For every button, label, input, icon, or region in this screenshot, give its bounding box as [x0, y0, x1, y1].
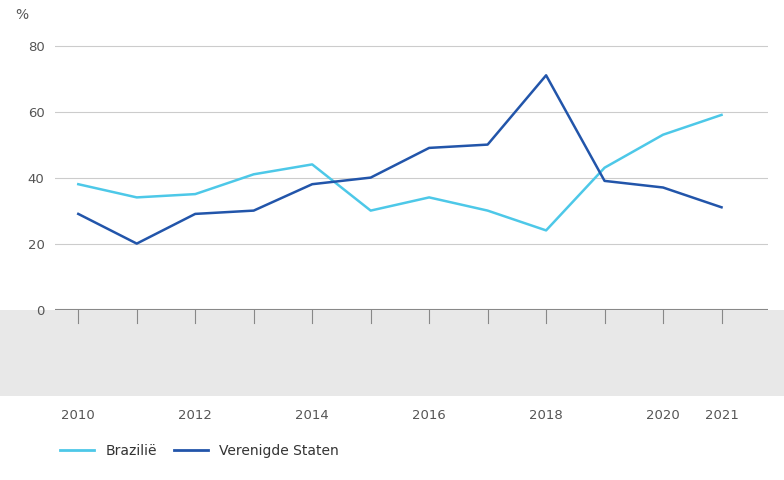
Text: %: %: [16, 8, 29, 22]
Legend: Brazilië, Verenigde Staten: Brazilië, Verenigde Staten: [54, 438, 345, 464]
